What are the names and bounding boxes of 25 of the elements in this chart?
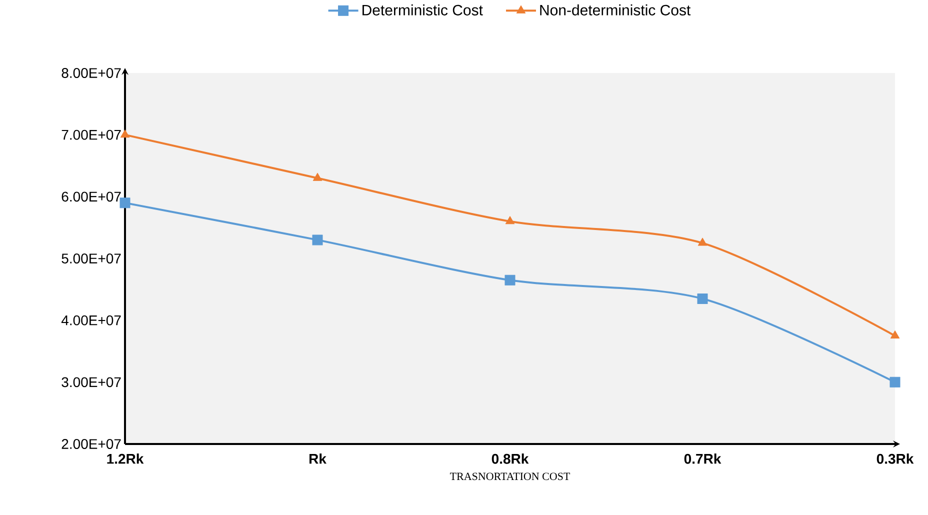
x-tick-label: 1.2Rk — [107, 454, 144, 464]
point — [697, 293, 708, 304]
legend-label: Non-deterministic Cost — [540, 4, 691, 16]
point — [504, 274, 516, 286]
point — [312, 172, 322, 181]
x-axis-title: TRASNORTATION COST — [450, 472, 570, 480]
legend-label: Deterministic Cost — [362, 4, 483, 16]
point — [312, 234, 323, 246]
point — [890, 330, 900, 339]
y-tick-label: 2.00E+07 — [62, 439, 121, 449]
x-tick-label: 0.3Rk — [876, 454, 914, 464]
y-tick-label: 6.00E+07 — [62, 192, 121, 202]
y-tick-label: 4.00E+07 — [61, 315, 121, 326]
point — [505, 216, 515, 224]
point — [120, 198, 130, 208]
x-tick-label: Rk — [309, 454, 326, 464]
y-tick-label: 5.00E+07 — [62, 254, 121, 264]
x-tick-label: 0.7Rk — [684, 454, 722, 464]
point — [120, 130, 130, 138]
y-tick-label: 8.00E+07 — [62, 68, 121, 78]
y-tick-label: 7.00E+07 — [62, 130, 121, 140]
x-tick-label: 0.8Rk — [492, 454, 529, 464]
point — [698, 238, 708, 246]
point — [890, 376, 900, 388]
y-tick-label: 3.00E+07 — [62, 377, 121, 388]
